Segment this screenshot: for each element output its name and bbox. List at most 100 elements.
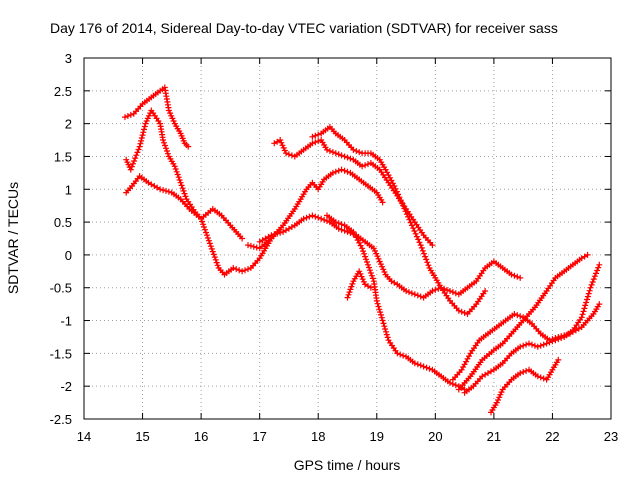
data-point-marker bbox=[495, 397, 501, 403]
data-point-marker bbox=[540, 375, 547, 382]
data-point-marker bbox=[552, 337, 559, 344]
data-point-marker bbox=[517, 313, 524, 320]
data-point-marker bbox=[202, 226, 208, 233]
data-point-marker bbox=[511, 311, 518, 317]
data-point-marker bbox=[379, 317, 386, 324]
data-point-marker bbox=[356, 149, 363, 156]
data-point-marker bbox=[122, 114, 128, 121]
y-tick-label: 0.5 bbox=[54, 215, 72, 230]
data-point-marker bbox=[167, 110, 174, 117]
data-point-marker bbox=[508, 271, 515, 278]
data-point-marker bbox=[136, 143, 143, 150]
data-point-marker bbox=[341, 227, 348, 234]
data-point-marker bbox=[595, 264, 602, 271]
data-point-marker bbox=[303, 214, 310, 221]
data-point-marker bbox=[345, 291, 352, 298]
data-point-marker bbox=[329, 169, 336, 176]
data-point-marker bbox=[413, 233, 420, 240]
data-point-marker bbox=[283, 150, 289, 157]
chart-title: Day 176 of 2014, Sidereal Day-to-day VTE… bbox=[50, 20, 558, 36]
data-point-marker bbox=[332, 150, 339, 157]
data-point-marker bbox=[369, 275, 376, 282]
data-point-marker bbox=[335, 167, 342, 174]
data-point-marker bbox=[245, 242, 251, 249]
data-point-marker bbox=[350, 146, 357, 153]
data-point-marker bbox=[274, 230, 281, 237]
data-point-marker bbox=[405, 213, 412, 220]
data-point-marker bbox=[540, 341, 547, 348]
data-point-marker bbox=[315, 138, 322, 145]
data-point-marker bbox=[583, 299, 590, 306]
data-point-marker bbox=[407, 219, 414, 226]
series-sat-f bbox=[309, 123, 489, 317]
y-axis-label: SDTVAR / TECUs bbox=[5, 182, 21, 294]
plot-frame bbox=[83, 57, 612, 420]
data-point-marker bbox=[370, 245, 377, 252]
data-point-marker bbox=[277, 229, 284, 236]
data-point-marker bbox=[242, 267, 248, 274]
data-point-marker bbox=[586, 287, 593, 294]
data-point-marker bbox=[587, 284, 594, 291]
x-tick-label: 19 bbox=[370, 429, 384, 444]
data-point-marker bbox=[364, 259, 370, 265]
data-point-marker bbox=[363, 256, 369, 263]
data-point-marker bbox=[163, 187, 169, 194]
data-point-marker bbox=[579, 311, 586, 318]
x-tick-label: 18 bbox=[311, 429, 325, 444]
y-tick-label: -1.5 bbox=[50, 346, 72, 361]
data-point-marker bbox=[596, 301, 603, 308]
data-point-marker bbox=[455, 307, 462, 314]
data-point-marker bbox=[139, 132, 146, 139]
data-point-marker bbox=[277, 137, 284, 143]
data-point-marker bbox=[161, 139, 167, 146]
data-point-marker bbox=[127, 111, 134, 118]
x-tick-label: 23 bbox=[604, 429, 618, 444]
y-tick-label: 3 bbox=[65, 51, 72, 66]
data-point-marker bbox=[449, 289, 456, 296]
data-point-marker bbox=[160, 137, 166, 143]
data-point-marker bbox=[204, 232, 210, 239]
data-point-marker bbox=[178, 182, 185, 189]
data-point-marker bbox=[555, 336, 562, 343]
series-sat-h bbox=[324, 212, 468, 393]
data-point-marker bbox=[288, 152, 295, 159]
data-point-marker bbox=[214, 262, 221, 269]
y-tick-label: 2 bbox=[65, 117, 72, 132]
data-point-marker bbox=[206, 240, 213, 247]
data-point-marker bbox=[482, 288, 489, 294]
series-sat-l bbox=[461, 261, 603, 396]
data-point-marker bbox=[357, 270, 364, 277]
data-point-marker bbox=[128, 163, 135, 170]
y-tick-label: 0 bbox=[65, 248, 72, 263]
data-point-marker bbox=[360, 248, 367, 255]
data-point-marker bbox=[581, 305, 588, 312]
data-point-marker bbox=[534, 343, 541, 350]
series-sat-c bbox=[123, 173, 275, 278]
data-point-marker bbox=[134, 149, 141, 156]
data-point-marker bbox=[391, 183, 398, 189]
data-point-marker bbox=[374, 300, 381, 307]
data-point-marker bbox=[461, 309, 468, 316]
data-point-marker bbox=[373, 297, 380, 304]
data-point-marker bbox=[347, 286, 354, 293]
data-point-marker bbox=[408, 222, 415, 229]
series-sat-i bbox=[344, 268, 374, 301]
data-point-marker bbox=[162, 142, 168, 149]
data-point-marker bbox=[230, 265, 237, 271]
data-point-marker bbox=[402, 208, 409, 215]
data-point-marker bbox=[584, 296, 590, 303]
data-point-marker bbox=[447, 379, 453, 386]
data-point-marker bbox=[375, 303, 382, 310]
series-trace bbox=[125, 175, 273, 276]
data-point-marker bbox=[312, 213, 319, 220]
data-point-marker bbox=[326, 148, 333, 154]
data-point-marker bbox=[411, 291, 418, 298]
data-point-marker bbox=[585, 290, 592, 297]
data-point-marker bbox=[131, 158, 138, 164]
data-point-marker bbox=[309, 212, 316, 219]
data-point-marker bbox=[344, 168, 351, 175]
data-point-marker bbox=[429, 242, 436, 249]
data-point-marker bbox=[514, 273, 521, 280]
data-point-marker bbox=[200, 221, 207, 228]
data-point-marker bbox=[366, 267, 373, 274]
